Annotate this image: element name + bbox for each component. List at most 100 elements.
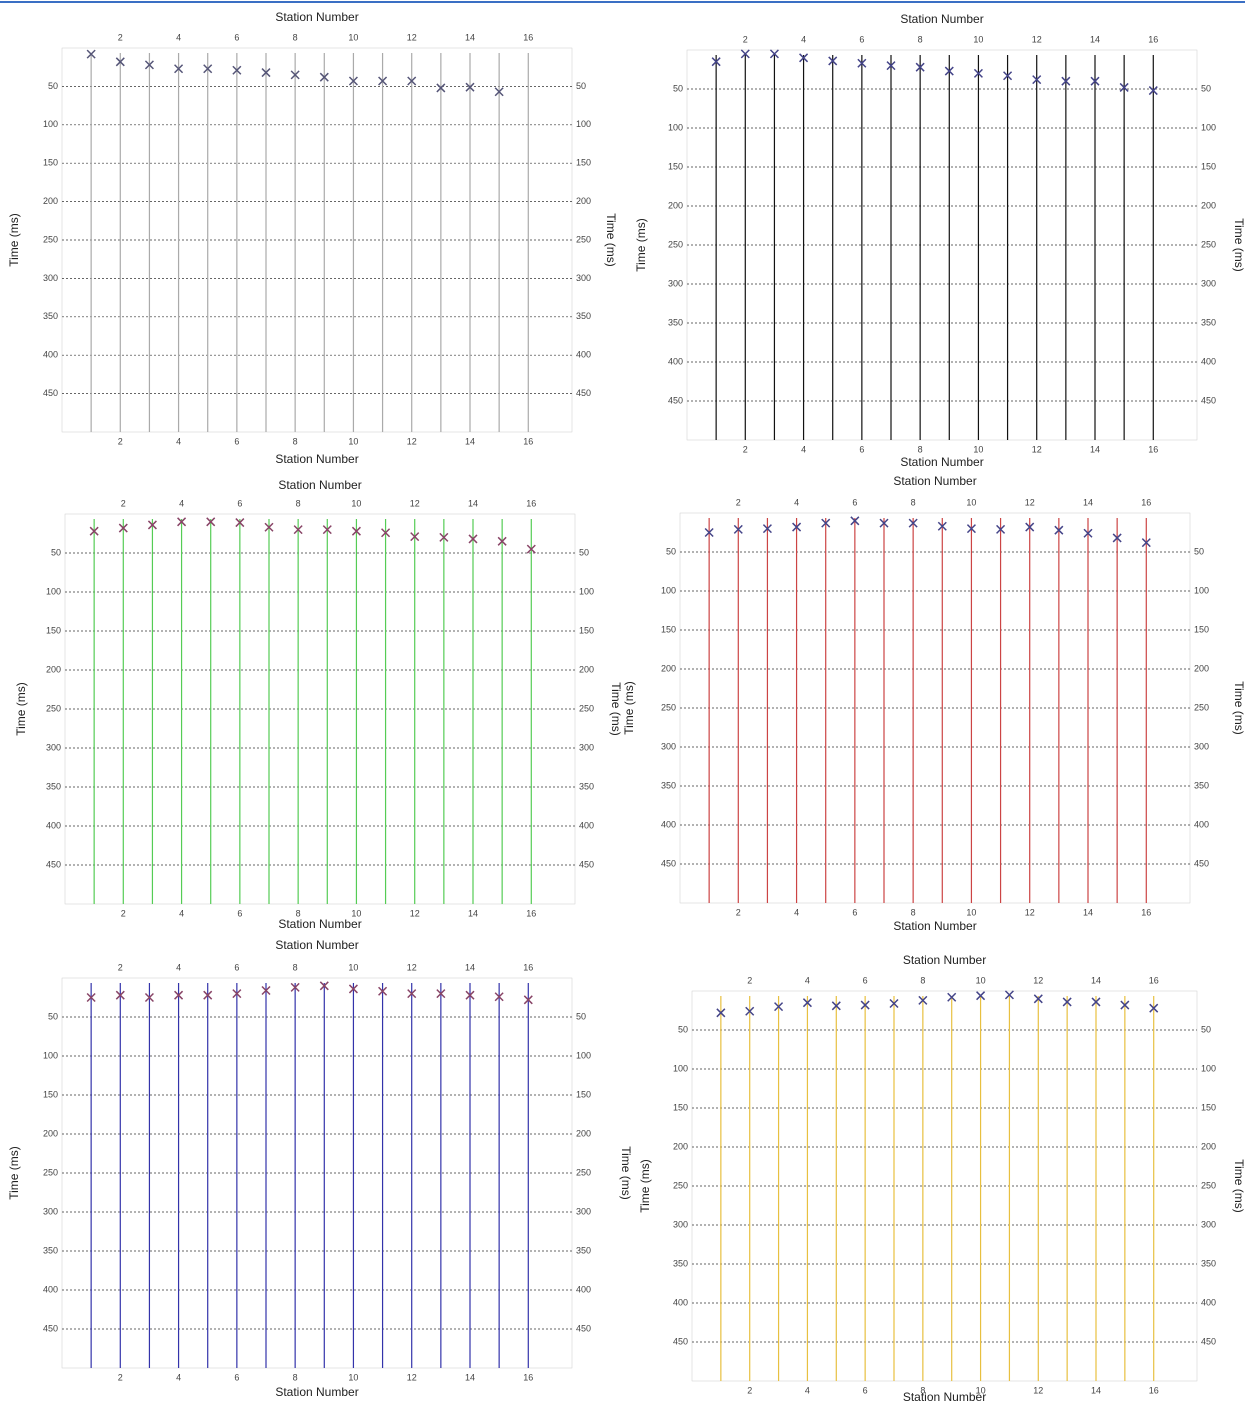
x-tick-label: 14 (465, 436, 475, 446)
x-tick-label: 10 (976, 975, 986, 985)
first-break-pick (147, 520, 157, 530)
y-tick-label: 300 (46, 742, 61, 752)
first-break-pick (850, 516, 860, 526)
x-tick-label: 16 (523, 962, 533, 972)
x-tick-label: 12 (407, 436, 417, 446)
y-tick-label: 100 (576, 119, 591, 129)
first-break-pick (973, 68, 983, 78)
y-tick-label: 100 (46, 586, 61, 596)
first-break-pick (944, 66, 954, 76)
first-break-pick (1083, 528, 1093, 538)
first-break-pick (799, 53, 809, 63)
x-tick-label: 16 (1141, 497, 1151, 507)
y-tick-label: 300 (43, 273, 58, 283)
y-tick-label: 100 (673, 1063, 688, 1073)
first-break-pick (177, 517, 187, 527)
first-break-pick (831, 1001, 841, 1011)
y-tick-label: 150 (668, 161, 683, 171)
y-axis-title: Time (ms) (7, 1146, 21, 1200)
y-tick-label: 450 (576, 388, 591, 398)
first-break-pick (465, 990, 475, 1000)
y-tick-label: 400 (661, 819, 676, 829)
y-tick-label: 200 (668, 200, 683, 210)
x-tick-label: 4 (176, 962, 181, 972)
y-tick-label: 350 (1201, 1258, 1216, 1268)
x-tick-label: 2 (736, 907, 741, 917)
x-tick-label: 12 (407, 962, 417, 972)
x-tick-label: 10 (348, 32, 358, 42)
y-tick-label: 450 (668, 395, 683, 405)
y-tick-label: 250 (579, 703, 594, 713)
x-tick-label: 8 (296, 908, 301, 918)
first-break-pick (232, 989, 242, 999)
y-axis-title: Time (ms) (638, 1159, 652, 1213)
y-tick-label: 50 (576, 1011, 586, 1021)
x-tick-label: 8 (918, 444, 923, 454)
panel: 50 50 100 100 150 150 200 200 250 250 300 300 350 350… (14, 478, 623, 931)
x-tick-label: 16 (526, 498, 536, 508)
x-tick-label: 10 (348, 962, 358, 972)
x-tick-label: 8 (293, 962, 298, 972)
x-tick-label: 16 (1149, 1385, 1159, 1395)
x-axis-title: Station Number (903, 1390, 986, 1403)
x-tick-label: 6 (234, 962, 239, 972)
x-tick-label: 10 (973, 34, 983, 44)
x-tick-label: 16 (1148, 34, 1158, 44)
x-tick-label: 6 (237, 498, 242, 508)
y-tick-label: 350 (43, 311, 58, 321)
x-tick-label: 2 (118, 1372, 123, 1382)
y-tick-label: 450 (579, 859, 594, 869)
x-tick-label: 6 (234, 1372, 239, 1382)
first-break-pick (322, 525, 332, 535)
x-tick-label: 10 (973, 444, 983, 454)
first-break-pick (407, 76, 417, 86)
y-tick-label: 400 (673, 1297, 688, 1307)
first-break-pick (381, 528, 391, 538)
y-axis-title: Time (ms) (619, 1146, 633, 1200)
first-break-pick (203, 990, 213, 1000)
first-break-pick (879, 518, 889, 528)
y-axis-title: Time (ms) (622, 681, 636, 735)
first-break-pick (716, 1008, 726, 1018)
first-break-pick (319, 981, 329, 991)
x-tick-label: 6 (237, 908, 242, 918)
y-tick-label: 450 (43, 388, 58, 398)
first-break-pick (947, 992, 957, 1002)
y-tick-label: 150 (43, 1089, 58, 1099)
y-tick-label: 100 (668, 122, 683, 132)
first-break-pick (290, 70, 300, 80)
first-break-pick (828, 56, 838, 66)
x-tick-label: 8 (293, 436, 298, 446)
x-tick-label: 10 (348, 436, 358, 446)
x-tick-label: 14 (465, 32, 475, 42)
y-tick-label: 150 (1201, 1102, 1216, 1112)
y-tick-label: 300 (579, 742, 594, 752)
x-tick-label: 2 (121, 908, 126, 918)
first-break-pick (1119, 82, 1129, 92)
first-break-pick (118, 523, 128, 533)
y-tick-label: 200 (43, 196, 58, 206)
first-break-pick (264, 522, 274, 532)
x-tick-label: 6 (863, 1385, 868, 1395)
y-tick-label: 150 (1194, 624, 1209, 634)
first-break-pick (1091, 997, 1101, 1007)
first-break-pick (497, 536, 507, 546)
y-tick-label: 450 (673, 1336, 688, 1346)
y-tick-label: 50 (48, 81, 58, 91)
x-tick-label: 2 (736, 497, 741, 507)
y-tick-label: 200 (576, 196, 591, 206)
y-tick-label: 150 (576, 1089, 591, 1099)
first-break-pick (378, 76, 388, 86)
x-tick-label: 2 (743, 34, 748, 44)
y-tick-label: 100 (1201, 1063, 1216, 1073)
first-break-pick (996, 524, 1006, 534)
first-break-pick (1090, 76, 1100, 86)
first-break-pick (889, 998, 899, 1009)
x-tick-label: 12 (1033, 1385, 1043, 1395)
first-break-pick (1148, 86, 1158, 96)
y-tick-label: 250 (668, 239, 683, 249)
x-tick-label: 4 (179, 908, 184, 918)
y-tick-label: 350 (576, 1245, 591, 1255)
y-tick-label: 350 (579, 781, 594, 791)
